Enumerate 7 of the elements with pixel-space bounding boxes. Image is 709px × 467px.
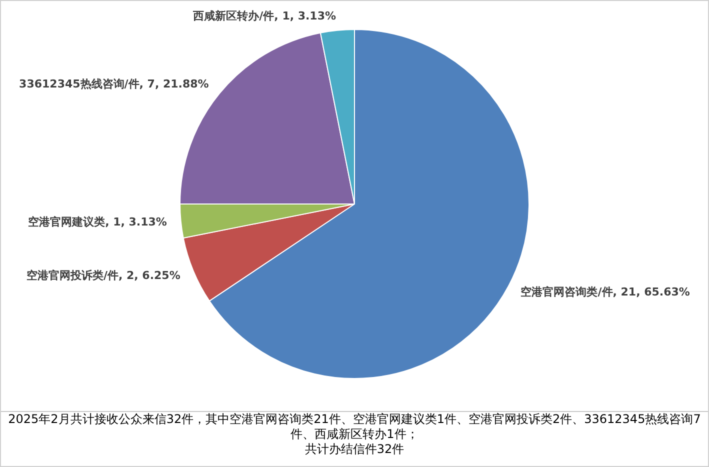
text: 2025年2月共计接收公众来信32件，其中空港官网咨询类21件、空港官网建议类1件、空港官网投诉类2件、33612345热线咨询7件、西咸新区转办1件； [7, 412, 702, 442]
slice-label: 空港官网投诉类/件, 2, 6.25% [26, 268, 180, 282]
slice-label: 空港官网咨询类/件, 21, 65.63% [520, 286, 690, 299]
slice-label: 33612345热线咨询/件, 7, 21.88% [19, 77, 209, 90]
text: 共计办结信件32件 [304, 442, 406, 457]
slice-label: 西咸新区转办/件, 1, 3.13% [192, 9, 336, 22]
slice-label: 空港官网建议类, 1, 3.13% [28, 215, 167, 228]
